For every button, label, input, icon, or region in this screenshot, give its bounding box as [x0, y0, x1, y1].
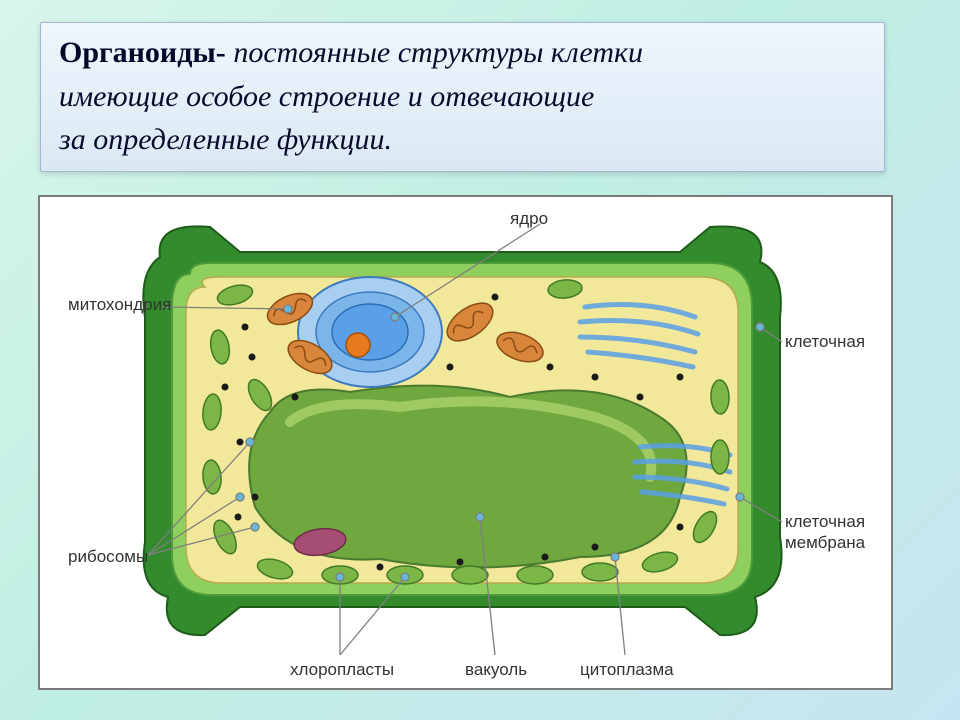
definition-line-1: Органоиды- постоянные структуры клетки [59, 31, 866, 75]
label-nucleus: ядро [510, 209, 548, 229]
definition-line-2: имеющие особое строение и отвечающие [59, 75, 866, 119]
label-cell-membrane-2: мембрана [785, 533, 865, 553]
cell-diagram-panel: ядро митохондрия рибосомы клеточная клет… [38, 195, 893, 690]
definition-text-1: постоянные структуры клетки [226, 36, 643, 69]
label-chloroplasts: хлоропласты [290, 660, 394, 680]
label-vacuole: вакуоль [465, 660, 527, 680]
label-ribosomes: рибосомы [68, 547, 148, 567]
label-cytoplasm: цитоплазма [580, 660, 674, 680]
nucleolus [346, 333, 370, 357]
definition-line-3: за определенные функции. [59, 118, 866, 162]
definition-panel: Органоиды- постоянные структуры клетки и… [40, 22, 885, 172]
definition-term: Органоиды- [59, 36, 226, 69]
cell-diagram-svg [40, 197, 891, 688]
page-root: Органоиды- постоянные структуры клетки и… [0, 0, 960, 720]
label-cell-membrane-1: клеточная [785, 512, 865, 532]
label-cell-wall: клеточная [785, 332, 865, 352]
label-mitochondrion: митохондрия [68, 295, 171, 315]
